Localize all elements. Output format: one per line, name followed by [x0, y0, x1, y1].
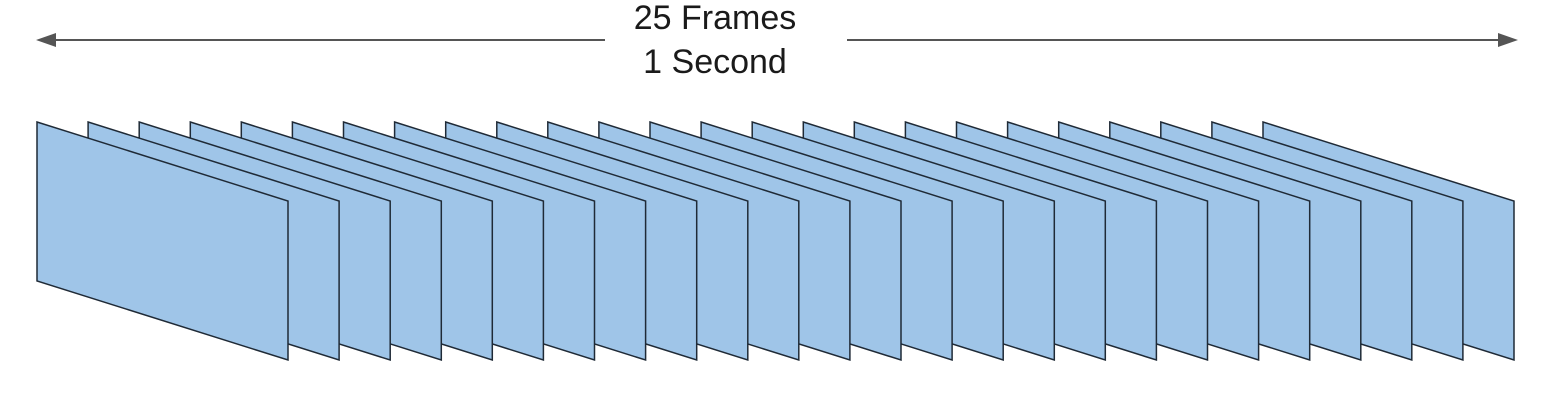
timeline-arrow — [36, 33, 1518, 47]
duration-label: 1 Second — [643, 43, 787, 81]
timeline-arrow-right-head — [1498, 33, 1518, 47]
frames-count-label: 25 Frames — [633, 0, 797, 37]
frame-1 — [36, 120, 289, 362]
timeline-arrow-left-head — [36, 33, 56, 47]
frame-stack — [36, 120, 1515, 362]
